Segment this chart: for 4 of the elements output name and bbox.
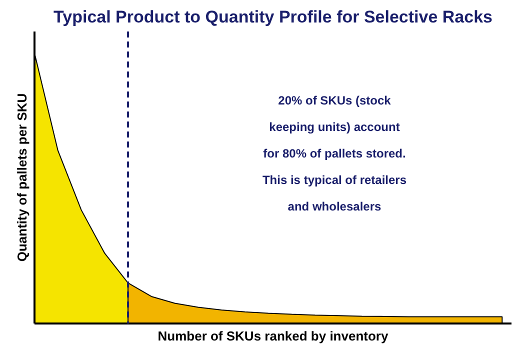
chart-title: Typical Product to Quantity Profile for Selective Racks	[54, 8, 492, 26]
annotation: 20% of SKUs (stock keeping units) account for 80% of pallets stored. This is typical of retailers and wholesalers	[262, 93, 407, 214]
x-axis-title: Number of SKUs ranked by inventory	[158, 328, 389, 344]
y-axis-title: Quantity of pallets per SKU	[14, 93, 30, 262]
